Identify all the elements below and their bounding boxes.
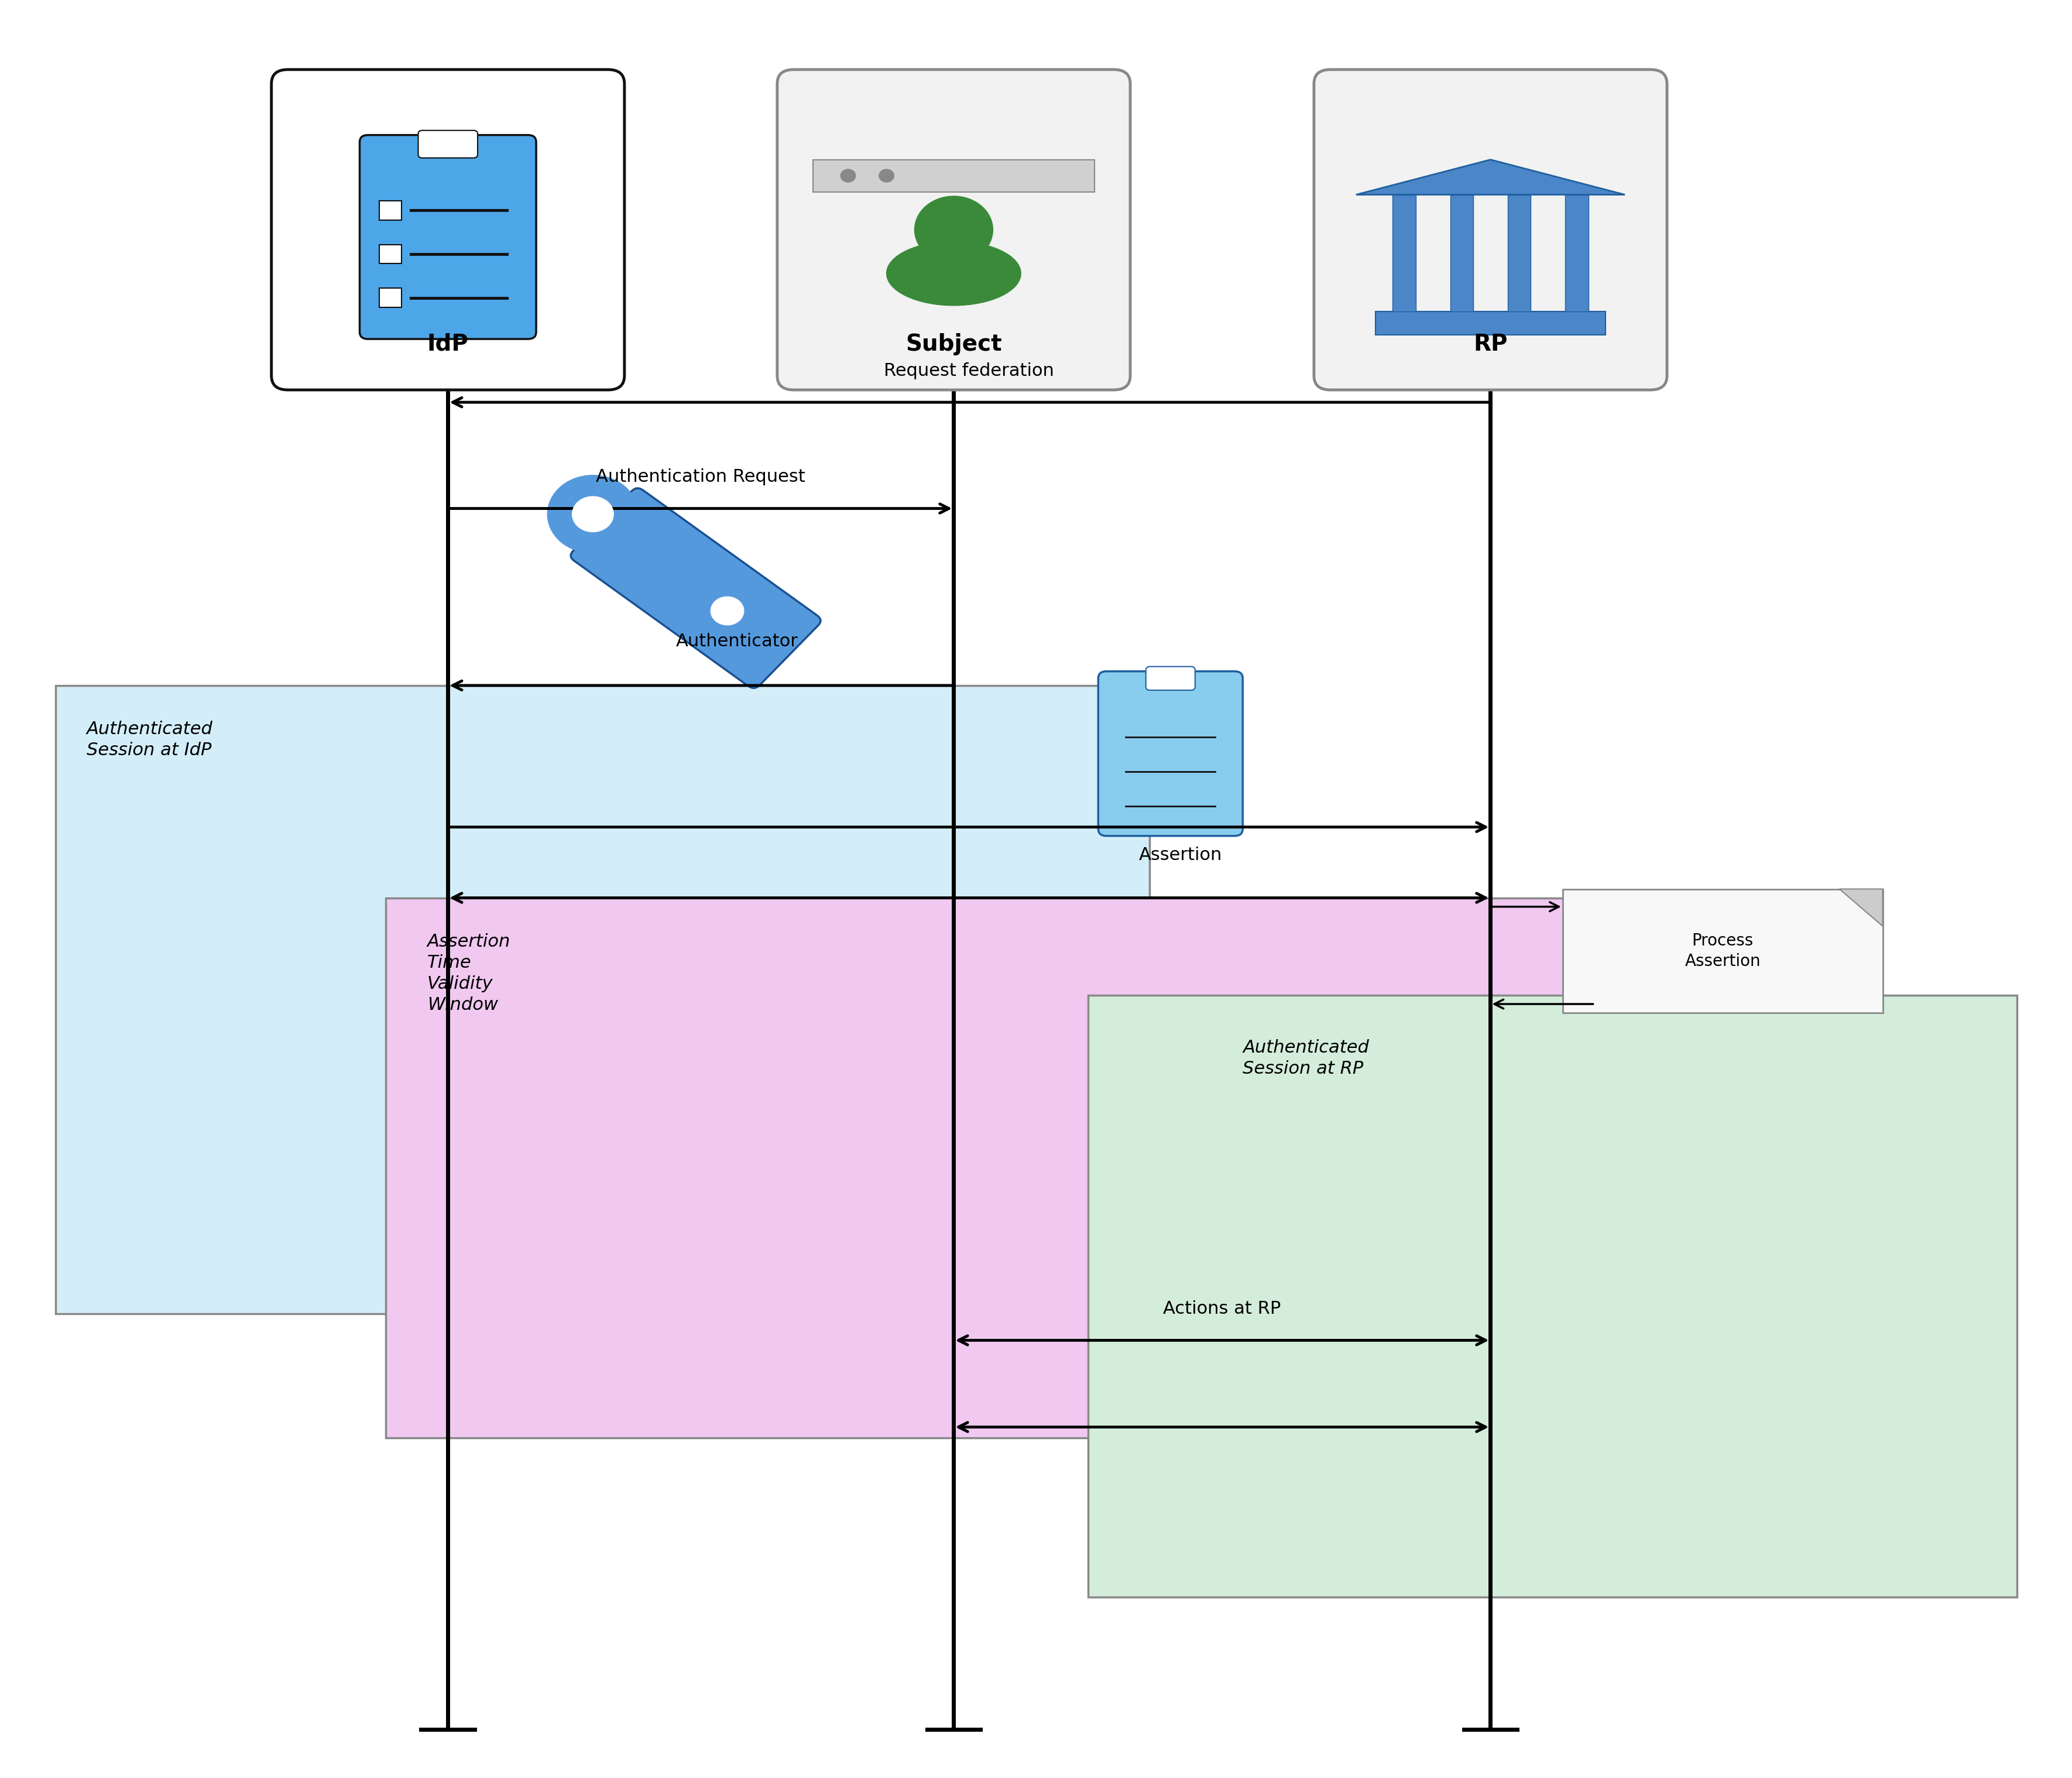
Circle shape: [879, 169, 893, 181]
Bar: [1506, 194, 1531, 311]
Bar: [379, 245, 402, 263]
FancyBboxPatch shape: [271, 69, 624, 389]
Text: RP: RP: [1473, 332, 1506, 356]
Ellipse shape: [887, 242, 1021, 306]
Text: IdP: IdP: [427, 332, 468, 356]
Bar: [1564, 194, 1587, 311]
FancyBboxPatch shape: [777, 69, 1129, 389]
Polygon shape: [1355, 160, 1624, 194]
Circle shape: [914, 196, 992, 263]
FancyBboxPatch shape: [1314, 69, 1666, 389]
Bar: [1562, 889, 1881, 1013]
Bar: [1450, 194, 1473, 311]
Circle shape: [841, 169, 856, 181]
Text: Assertion
Time
Validity
Window: Assertion Time Validity Window: [427, 933, 510, 1013]
FancyBboxPatch shape: [1146, 667, 1196, 690]
Text: Subject: Subject: [905, 332, 1001, 356]
Text: Request federation: Request federation: [885, 363, 1055, 379]
FancyBboxPatch shape: [361, 135, 537, 340]
FancyBboxPatch shape: [419, 130, 477, 158]
Text: Assertion: Assertion: [1140, 846, 1222, 864]
Text: Authenticated
Session at IdP: Authenticated Session at IdP: [87, 720, 213, 759]
Bar: [379, 201, 402, 220]
Text: Actions at RP: Actions at RP: [1162, 1300, 1280, 1317]
Text: Authenticator: Authenticator: [675, 633, 798, 651]
Bar: [385, 898, 1624, 1438]
Text: Process
Assertion: Process Assertion: [1685, 933, 1759, 969]
Bar: [1392, 194, 1415, 311]
Text: Authentication Request: Authentication Request: [597, 468, 806, 485]
FancyBboxPatch shape: [570, 489, 821, 688]
Bar: [379, 288, 402, 308]
Bar: [56, 686, 1150, 1314]
Circle shape: [547, 475, 638, 553]
Polygon shape: [1838, 889, 1881, 926]
Bar: [812, 160, 1094, 192]
Bar: [1088, 996, 2016, 1597]
FancyBboxPatch shape: [1098, 672, 1243, 836]
Bar: [1376, 311, 1606, 334]
Circle shape: [711, 597, 744, 626]
Circle shape: [572, 496, 613, 532]
Text: Authenticated
Session at RP: Authenticated Session at RP: [1243, 1040, 1370, 1077]
